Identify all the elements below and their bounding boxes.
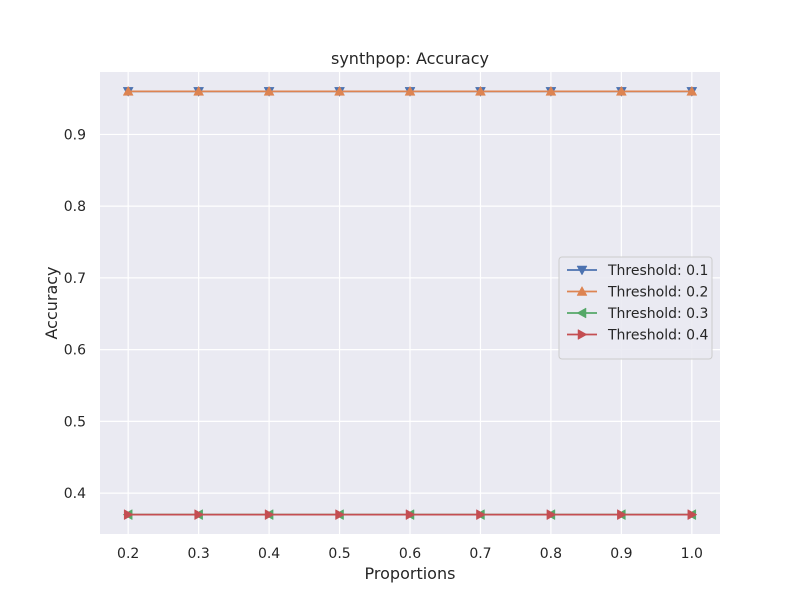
data-point (617, 509, 627, 521)
y-axis-label: Accuracy (42, 266, 61, 339)
x-tick-label: 0.7 (469, 546, 491, 562)
data-point (263, 85, 275, 96)
data-point (405, 509, 416, 521)
legend-item: Threshold: 0.2 (567, 285, 708, 301)
grid-lines (100, 72, 720, 534)
data-point (615, 85, 627, 96)
y-tick-label: 0.6 (64, 343, 86, 359)
data-point (545, 85, 557, 96)
x-tick-label: 0.9 (610, 546, 632, 562)
x-tick-label: 0.3 (188, 546, 210, 562)
legend-item: Threshold: 0.1 (567, 263, 708, 279)
series-4 (123, 509, 698, 521)
data-point (476, 509, 486, 521)
legend-marker (576, 285, 588, 296)
x-axis-label: Proportions (365, 564, 456, 583)
y-tick-label: 0.5 (64, 414, 86, 430)
legend-box (558, 256, 713, 360)
data-point (686, 85, 698, 96)
data-point (334, 85, 345, 96)
x-tick-label: 0.8 (540, 546, 562, 562)
legend-item: Threshold: 0.4 (567, 328, 709, 344)
series-lines (122, 85, 698, 521)
y-tick-labels: 0.4 0.5 0.6 0.7 0.8 0.9 (64, 127, 86, 502)
x-tick-labels: 0.2 0.3 0.4 0.5 0.6 0.7 0.8 0.9 1.0 (117, 546, 703, 562)
legend-item: Threshold: 0.3 (567, 306, 708, 322)
data-point (122, 85, 134, 96)
data-point (475, 85, 486, 96)
legend-label: Threshold: 0.2 (607, 285, 708, 301)
data-point (264, 509, 275, 521)
data-point (335, 509, 346, 521)
legend-label: Threshold: 0.4 (607, 328, 709, 344)
data-point (194, 509, 205, 521)
legend-marker (577, 329, 588, 340)
legend-marker (576, 307, 587, 319)
data-point (193, 85, 205, 96)
data-point (404, 85, 416, 96)
chart-title: synthpop: Accuracy (331, 49, 489, 68)
y-tick-label: 0.9 (64, 127, 86, 143)
x-tick-label: 0.5 (328, 546, 350, 562)
legend-marker (576, 265, 588, 276)
data-point (687, 509, 698, 521)
x-tick-label: 0.4 (258, 546, 280, 562)
data-point (546, 509, 557, 521)
legend-label: Threshold: 0.1 (607, 263, 708, 279)
data-point (123, 509, 134, 521)
x-tick-label: 0.2 (117, 546, 139, 562)
y-tick-label: 0.8 (64, 199, 86, 215)
x-tick-label: 1.0 (681, 546, 703, 562)
y-tick-label: 0.7 (64, 271, 86, 287)
x-tick-label: 0.6 (399, 546, 421, 562)
legend: Threshold: 0.1 Threshold: 0.2 Threshold: 0… (558, 256, 713, 360)
series-2 (122, 85, 698, 96)
legend-label: Threshold: 0.3 (607, 306, 708, 322)
y-tick-label: 0.4 (64, 486, 86, 502)
